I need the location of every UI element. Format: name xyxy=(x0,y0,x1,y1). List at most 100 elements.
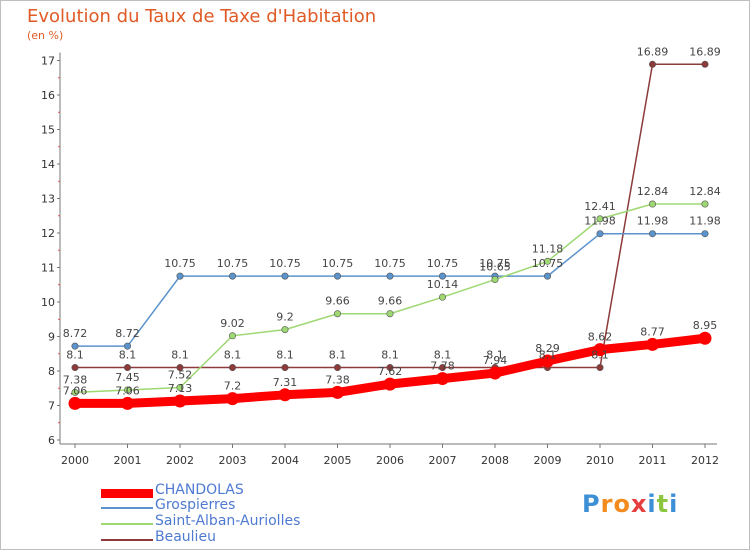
data-label-saint-alban-auriolles: 10.14 xyxy=(427,278,459,291)
data-label-saint-alban-auriolles: 9.02 xyxy=(220,317,245,330)
data-point-grospierres xyxy=(229,272,237,280)
data-label-beaulieu: 8.1 xyxy=(171,349,189,362)
y-tick-label: 16 xyxy=(41,89,55,102)
data-label-beaulieu: 8.1 xyxy=(381,349,399,362)
x-tick-label: 2009 xyxy=(534,454,562,467)
data-label-beaulieu: 8.1 xyxy=(539,349,557,362)
data-label-chandolas: 7.13 xyxy=(168,382,193,395)
y-tick-label: 9 xyxy=(48,331,55,344)
data-point-grospierres xyxy=(648,230,656,238)
data-label-chandolas: 7.62 xyxy=(378,365,403,378)
data-label-saint-alban-auriolles: 7.38 xyxy=(63,373,88,386)
data-label-saint-alban-auriolles: 9.66 xyxy=(378,295,403,308)
data-label-grospierres: 11.98 xyxy=(584,215,616,228)
data-point-saint-alban-auriolles xyxy=(543,257,551,265)
x-tick-label: 2001 xyxy=(114,454,142,467)
data-label-beaulieu: 8.1 xyxy=(591,349,609,362)
data-label-chandolas: 7.38 xyxy=(325,373,350,386)
data-point-grospierres xyxy=(124,342,132,350)
data-point-grospierres xyxy=(333,272,341,280)
legend-swatch-chandolas xyxy=(101,489,153,498)
data-label-chandolas: 7.78 xyxy=(430,360,455,373)
data-label-saint-alban-auriolles: 12.84 xyxy=(689,185,721,198)
data-point-beaulieu xyxy=(176,364,184,372)
legend-label: Grospierres xyxy=(155,497,236,513)
data-point-beaulieu xyxy=(124,364,132,372)
legend-label: CHANDOLAS xyxy=(155,482,244,498)
data-label-grospierres: 11.98 xyxy=(689,215,721,228)
chart-title: Evolution du Taux de Taxe d'Habitation xyxy=(27,6,377,27)
data-label-saint-alban-auriolles: 7.52 xyxy=(168,369,193,382)
data-label-grospierres: 10.75 xyxy=(374,257,406,270)
data-point-saint-alban-auriolles xyxy=(281,326,289,334)
data-label-beaulieu: 8.1 xyxy=(329,349,347,362)
x-tick-label: 2008 xyxy=(481,454,509,467)
data-point-grospierres xyxy=(281,272,289,280)
logo-letter: i xyxy=(669,490,679,518)
data-label-chandolas: 7.2 xyxy=(224,380,242,393)
data-point-grospierres xyxy=(701,230,709,238)
data-label-beaulieu: 8.1 xyxy=(276,349,294,362)
data-point-chandolas xyxy=(68,396,82,410)
data-label-grospierres: 10.75 xyxy=(217,257,249,270)
logo-letter: o xyxy=(613,490,631,518)
legend-swatch-saint-alban-auriolles xyxy=(101,523,153,525)
data-point-chandolas xyxy=(173,394,187,408)
data-label-grospierres: 10.75 xyxy=(269,257,301,270)
data-label-saint-alban-auriolles: 9.66 xyxy=(325,295,350,308)
data-label-grospierres: 10.75 xyxy=(427,257,459,270)
x-tick-label: 2011 xyxy=(639,454,667,467)
data-point-saint-alban-auriolles xyxy=(176,384,184,392)
data-point-saint-alban-auriolles xyxy=(71,388,79,396)
data-label-chandolas: 8.29 xyxy=(535,342,560,355)
legend-swatch-beaulieu xyxy=(101,539,153,541)
data-point-chandolas xyxy=(436,372,449,386)
data-point-chandolas xyxy=(226,392,239,406)
data-point-saint-alban-auriolles xyxy=(229,332,237,340)
data-label-beaulieu: 8.1 xyxy=(486,349,504,362)
data-label-grospierres: 10.75 xyxy=(532,257,564,270)
data-point-grospierres xyxy=(176,272,184,280)
y-axis-unit-label: (en %) xyxy=(27,29,64,42)
data-point-beaulieu xyxy=(281,364,289,372)
data-label-saint-alban-auriolles: 10.65 xyxy=(479,261,511,274)
y-tick-label: 12 xyxy=(41,227,55,240)
data-label-beaulieu: 16.89 xyxy=(689,45,721,58)
data-label-beaulieu: 16.89 xyxy=(637,45,669,58)
data-point-beaulieu xyxy=(701,60,709,68)
logo-letter: i xyxy=(647,490,657,518)
data-point-saint-alban-auriolles xyxy=(491,276,499,284)
x-tick-label: 2006 xyxy=(376,454,404,467)
data-label-chandolas: 8.95 xyxy=(693,319,718,332)
data-point-saint-alban-auriolles xyxy=(124,386,132,394)
series-line-grospierres xyxy=(74,232,706,347)
y-tick-label: 7 xyxy=(48,400,55,413)
logo-letter: P xyxy=(582,490,601,518)
data-point-chandolas xyxy=(331,385,344,399)
data-point-grospierres xyxy=(596,230,604,238)
data-label-chandolas: 7.06 xyxy=(115,384,140,397)
data-label-beaulieu: 8.1 xyxy=(224,349,242,362)
data-point-grospierres xyxy=(438,272,446,280)
data-point-beaulieu xyxy=(333,364,341,372)
x-tick-label: 2005 xyxy=(324,454,352,467)
data-point-chandolas xyxy=(646,337,659,351)
data-label-chandolas: 8.62 xyxy=(588,331,613,344)
data-point-chandolas xyxy=(698,331,712,345)
x-tick-label: 2004 xyxy=(271,454,299,467)
data-label-grospierres: 10.75 xyxy=(164,257,196,270)
x-tick-label: 2012 xyxy=(691,454,719,467)
data-label-saint-alban-auriolles: 7.45 xyxy=(115,371,140,384)
data-label-beaulieu: 8.1 xyxy=(434,349,452,362)
data-point-saint-alban-auriolles xyxy=(596,215,604,223)
y-tick-label: 6 xyxy=(48,434,55,447)
legend-swatch-grospierres xyxy=(101,507,153,509)
data-point-saint-alban-auriolles xyxy=(648,200,656,208)
data-point-beaulieu xyxy=(648,60,656,68)
data-label-grospierres: 10.75 xyxy=(322,257,354,270)
y-tick-label: 15 xyxy=(41,124,55,137)
y-tick-label: 8 xyxy=(48,365,55,378)
data-label-saint-alban-auriolles: 12.84 xyxy=(637,185,669,198)
data-label-saint-alban-auriolles: 12.41 xyxy=(584,200,616,213)
